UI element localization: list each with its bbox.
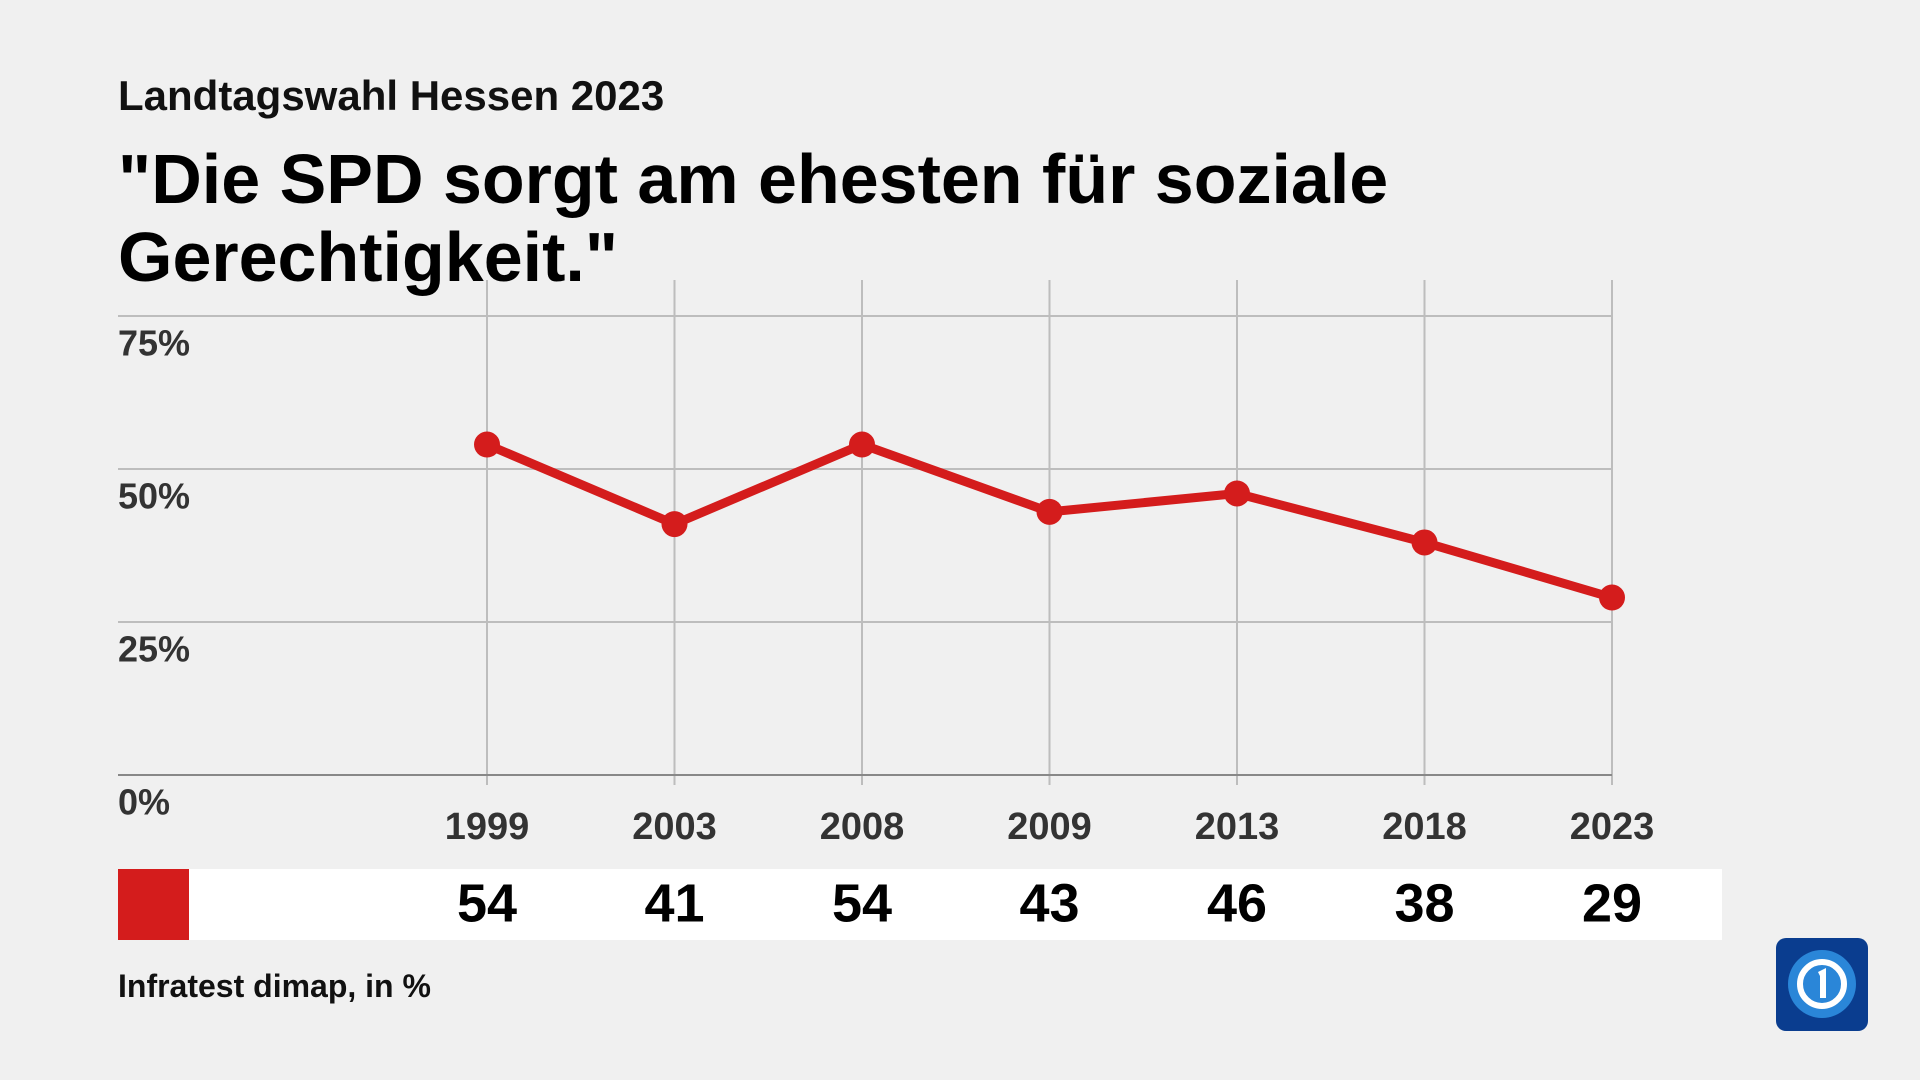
value-row xyxy=(118,869,1722,940)
x-tick-label: 2009 xyxy=(1007,806,1092,848)
data-point xyxy=(474,431,500,458)
value-label: 29 xyxy=(1582,873,1642,933)
source-note: Infratest dimap, in % xyxy=(118,968,431,1004)
value-label: 54 xyxy=(832,873,892,933)
y-tick-label: 50% xyxy=(118,476,190,517)
chart-title: "Die SPD sorgt am ehesten für soziale Ge… xyxy=(118,140,1389,296)
x-tick-label: 2008 xyxy=(820,806,905,848)
x-tick-label: 1999 xyxy=(445,806,530,848)
value-label: 43 xyxy=(1019,873,1079,933)
x-tick-label: 2023 xyxy=(1570,806,1655,848)
x-tick-label: 2018 xyxy=(1382,806,1467,848)
value-label: 38 xyxy=(1394,873,1454,933)
value-label: 41 xyxy=(644,873,704,933)
value-label: 46 xyxy=(1207,873,1267,933)
data-point xyxy=(661,511,688,538)
y-tick-label: 25% xyxy=(118,629,190,670)
data-point xyxy=(1224,480,1250,507)
data-point xyxy=(849,431,875,458)
data-point xyxy=(1599,584,1625,611)
y-tick-label: 0% xyxy=(118,782,170,823)
value-label: 54 xyxy=(457,873,517,933)
chart-subtitle: Landtagswahl Hessen 2023 xyxy=(118,72,665,119)
y-tick-label: 75% xyxy=(118,323,190,364)
legend-swatch xyxy=(118,869,189,940)
data-point xyxy=(1036,498,1063,525)
x-tick-label: 2013 xyxy=(1195,806,1280,848)
data-point xyxy=(1411,529,1438,556)
x-tick-label: 2003 xyxy=(632,806,717,848)
logo xyxy=(1776,938,1868,1031)
